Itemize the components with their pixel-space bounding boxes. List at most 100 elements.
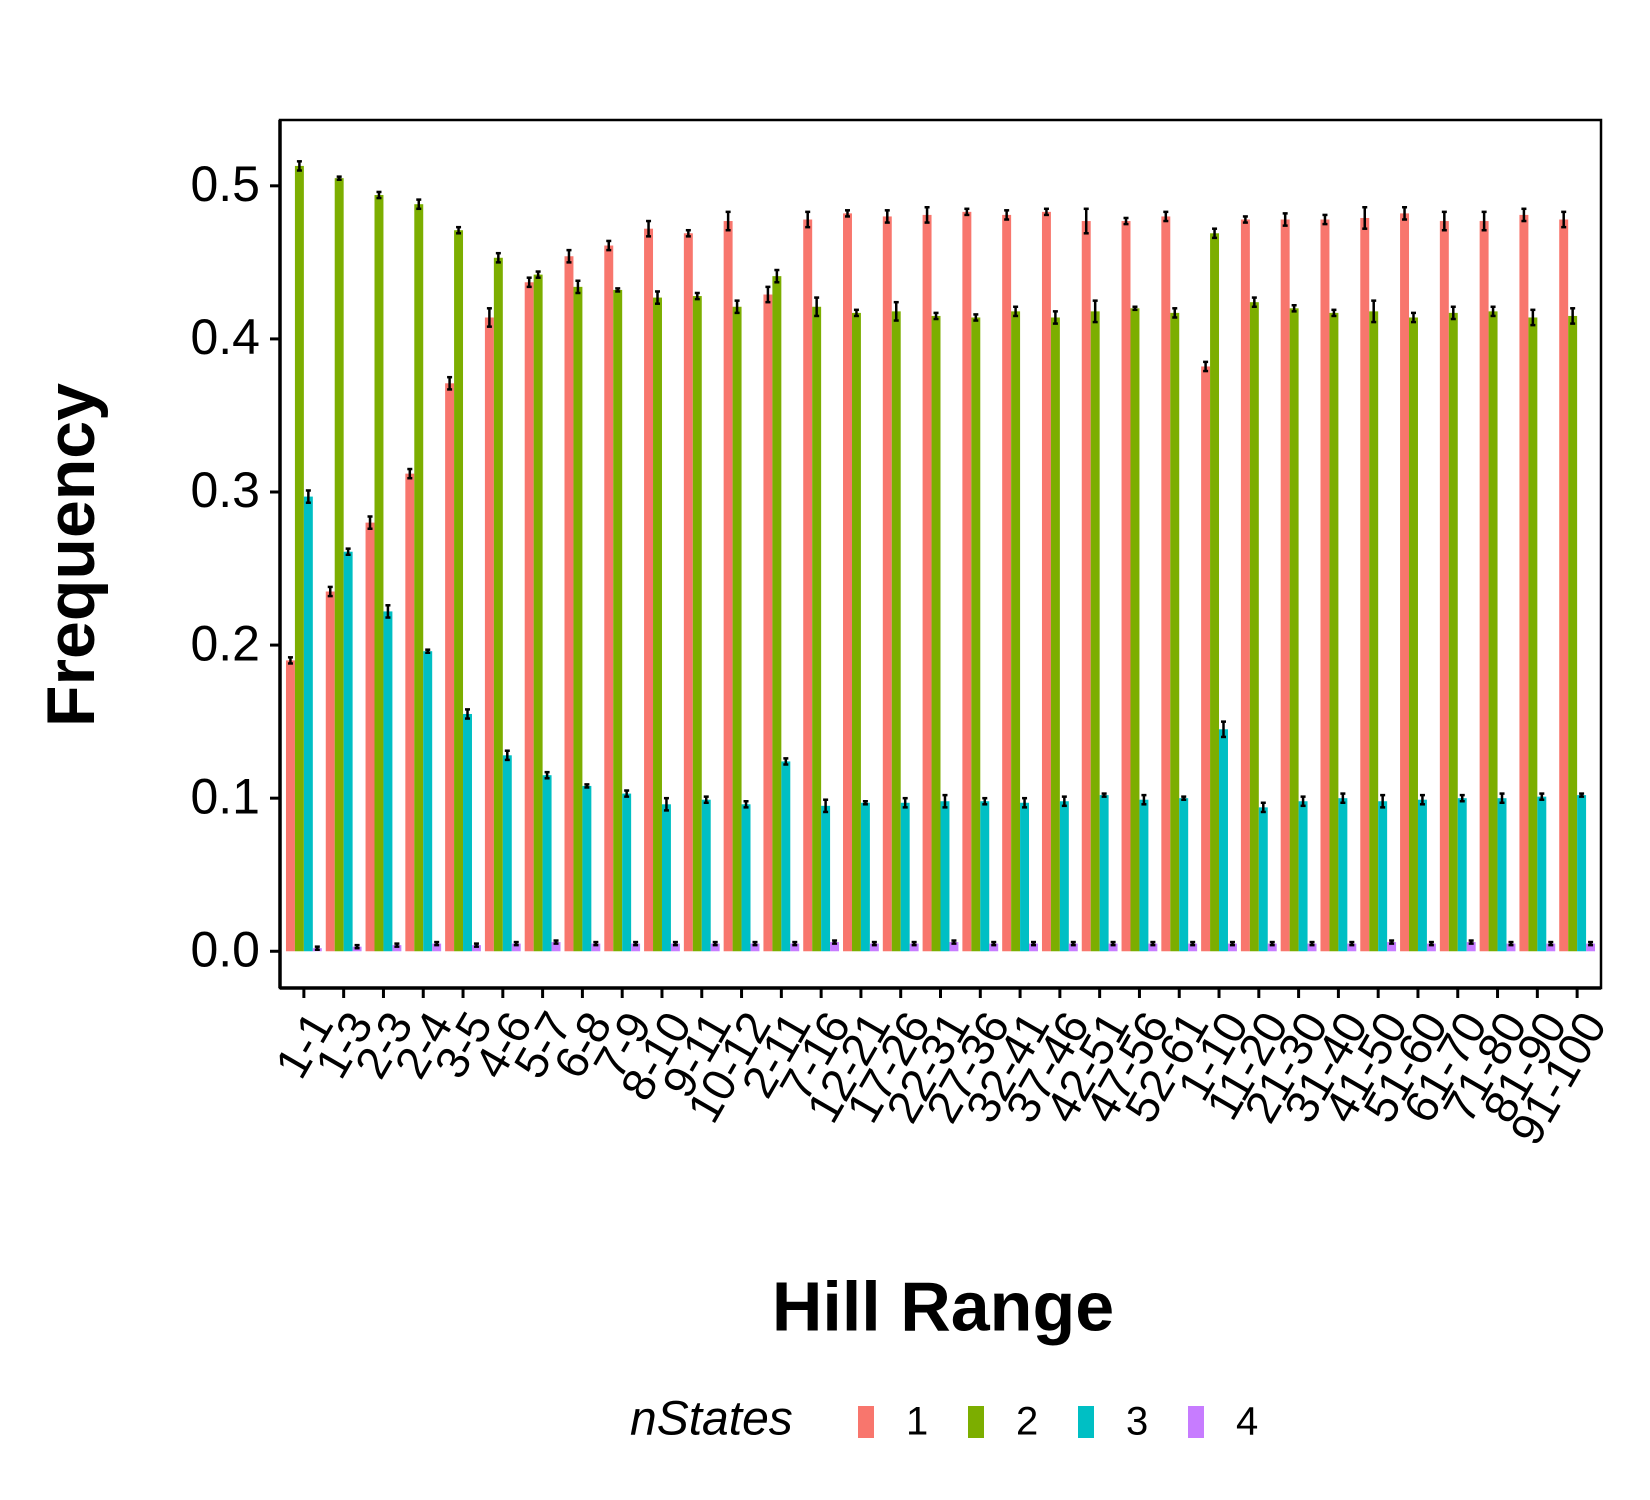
y-tick-label: 0.0	[190, 921, 260, 977]
bar	[1497, 798, 1507, 952]
bar	[1488, 311, 1498, 952]
bar	[1280, 219, 1290, 952]
error-bar	[345, 547, 351, 557]
error-bar	[456, 225, 462, 235]
error-bar	[853, 308, 859, 318]
bar	[564, 256, 574, 952]
bar	[1240, 219, 1250, 952]
y-tick-label: 0.5	[190, 156, 260, 212]
y-tick-label: 0.4	[190, 309, 260, 365]
error-bar	[376, 190, 382, 200]
legend-label: 1	[906, 1400, 928, 1444]
bar	[1161, 216, 1171, 952]
error-bar	[513, 940, 519, 947]
error-bar	[1132, 305, 1138, 312]
bar	[1179, 798, 1189, 952]
bar	[613, 289, 623, 952]
bar	[701, 799, 711, 952]
bar	[392, 945, 402, 952]
error-bar	[814, 296, 820, 318]
error-bar	[1521, 207, 1527, 223]
error-bar	[566, 248, 572, 264]
bar	[962, 211, 972, 952]
bar	[1528, 317, 1538, 952]
error-bar	[1419, 793, 1425, 806]
bar	[922, 214, 932, 952]
error-bar	[1579, 792, 1585, 798]
bar	[1400, 213, 1410, 952]
error-bar	[367, 515, 373, 530]
bar	[1347, 943, 1357, 952]
error-bar	[1123, 216, 1129, 226]
error-bar	[1083, 207, 1089, 235]
bar	[1360, 217, 1370, 952]
error-bar	[385, 604, 391, 619]
error-bar	[1402, 206, 1408, 221]
bar	[1466, 942, 1476, 952]
bar	[542, 775, 552, 952]
error-bar	[823, 798, 829, 814]
bar	[1568, 315, 1578, 952]
error-bar	[1110, 940, 1116, 947]
error-bar	[1380, 793, 1386, 809]
error-bar	[1203, 360, 1209, 373]
bar	[334, 178, 344, 952]
error-bar	[1260, 801, 1266, 814]
error-bar	[646, 219, 652, 238]
error-bar	[924, 206, 930, 224]
error-bar	[1389, 939, 1395, 945]
bar	[343, 551, 353, 952]
bar	[551, 942, 561, 952]
bar	[511, 943, 521, 952]
error-bar	[1561, 210, 1567, 229]
bar	[365, 522, 375, 952]
bar	[1298, 801, 1308, 952]
error-bar	[1172, 307, 1178, 319]
error-bar	[1101, 792, 1107, 798]
bar	[710, 943, 720, 952]
error-bar	[535, 270, 541, 279]
bar	[670, 943, 680, 952]
error-bar	[1269, 940, 1275, 947]
error-bar	[1031, 940, 1037, 947]
error-bar	[703, 795, 709, 805]
bar	[1090, 311, 1100, 952]
bar	[1188, 943, 1198, 952]
bar	[573, 286, 583, 952]
bar	[940, 801, 950, 952]
bar	[1267, 943, 1277, 952]
bar	[1148, 943, 1158, 952]
bar	[423, 651, 433, 952]
bar	[1439, 221, 1449, 952]
error-bar	[504, 749, 510, 762]
legend-key	[968, 1406, 984, 1438]
error-bar	[1242, 215, 1248, 224]
bar	[1426, 943, 1436, 952]
error-bar	[447, 375, 453, 391]
bar	[1307, 943, 1317, 952]
bar	[1139, 799, 1149, 952]
bar	[851, 312, 861, 952]
bar	[1506, 943, 1516, 952]
error-bar	[1441, 210, 1447, 232]
bar	[1170, 312, 1180, 952]
bar	[1081, 221, 1091, 952]
error-bar	[783, 757, 789, 766]
y-axis-title: Frequency	[33, 383, 109, 727]
error-bar	[287, 656, 293, 665]
bar	[949, 942, 959, 952]
error-bar	[1548, 940, 1554, 947]
bar	[1210, 233, 1220, 952]
error-bar	[663, 796, 669, 812]
bar	[909, 943, 919, 952]
error-bar	[893, 300, 899, 322]
bar	[294, 165, 304, 952]
y-tick-label: 0.1	[190, 768, 260, 824]
error-bar	[1251, 296, 1257, 309]
bar	[989, 943, 999, 952]
error-bar	[1570, 307, 1576, 325]
bar	[830, 942, 840, 952]
error-bar	[1322, 213, 1328, 226]
error-bar	[685, 228, 691, 238]
